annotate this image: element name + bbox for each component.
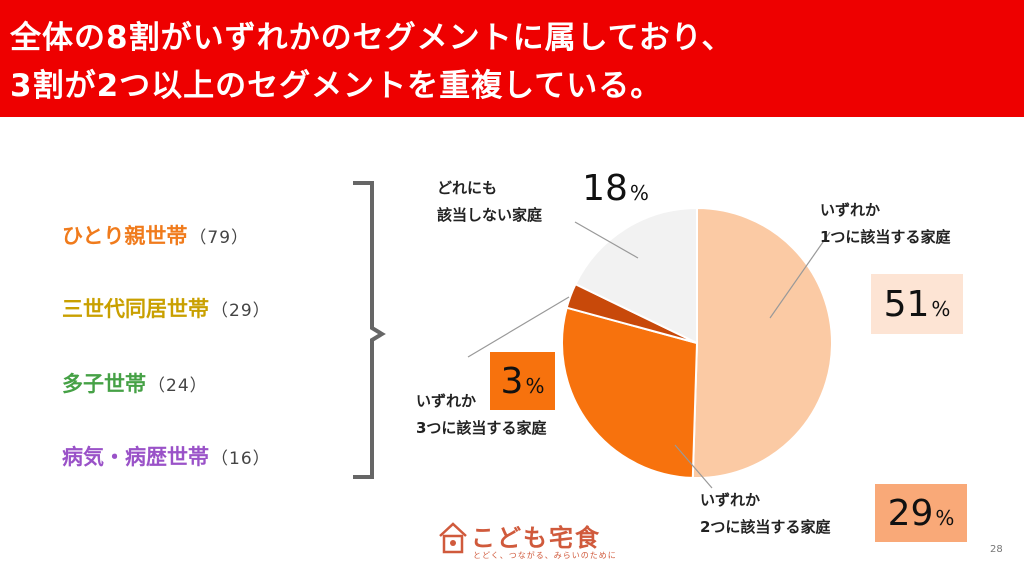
slice-label-one: いずれか 1つに該当する家庭 [820,197,950,251]
slice-label-two: いずれか 2つに該当する家庭 [700,487,830,541]
segment-count: （29） [211,301,271,321]
leader-line-29 [674,444,713,489]
pie-slice-one [691,206,833,479]
house-logo-icon [439,522,467,554]
slice-label-line: 該当しない家庭 [437,206,543,224]
pct-box-three: 3% [490,352,555,410]
segment-count: （79） [189,228,250,248]
bracket-icon [353,181,386,479]
pct-text-none: 18% [573,163,658,213]
pie-slice-none [574,206,698,345]
title-line-2: 3割が2つ以上のセグメントを重複している。 [10,68,663,104]
pct-sign: % [931,297,951,321]
pie-slice-two [561,306,699,479]
segment-many-children: 多子世帯 （24） [62,368,208,398]
pct-value: 29 [887,492,934,534]
pct-sign: % [525,374,545,398]
title-line-1: 全体の8割がいずれかのセグメントに属しており、 [10,20,734,56]
pct-box-two: 29% [875,484,967,542]
segment-count: （24） [148,376,208,396]
logo-tagline: とどく、つながる、みらいのために [473,551,617,560]
page-number: 28 [990,544,1003,555]
leader-line-51 [769,231,831,319]
pct-value: 18 [582,167,628,209]
pct-sign: % [935,506,955,530]
segment-label: 多子世帯 [62,372,146,396]
leader-line-18 [574,221,639,259]
slice-label-line: 3つに該当する家庭 [416,419,547,437]
logo-text: こども宅食 [471,524,601,552]
slice-label-line: いずれか [700,491,761,509]
slice-label-line: 2つに該当する家庭 [700,518,831,536]
slice-label-line: いずれか [820,201,881,219]
slice-label-three: いずれか 3つに該当する家庭 [416,388,546,442]
title-banner: 全体の8割がいずれかのセグメントに属しており、 3割が2つ以上のセグメントを重複… [0,0,1024,117]
leader-line-3 [467,296,570,358]
segment-label: 病気・病歴世帯 [62,445,209,469]
segment-illness: 病気・病歴世帯 （16） [62,441,271,471]
slice-label-line: 1つに該当する家庭 [820,228,951,246]
slice-label-line: どれにも [437,179,498,197]
segment-label: ひとり親世帯 [62,224,188,248]
pct-value: 51 [883,283,930,325]
segment-three-generation: 三世代同居世帯 （29） [62,293,271,323]
pct-sign: % [629,181,649,205]
slice-label-line: いずれか [416,392,477,410]
pct-value: 3 [500,360,524,402]
pct-box-one: 51% [871,274,963,334]
segment-label: 三世代同居世帯 [62,297,209,321]
segment-count: （16） [211,449,271,469]
segment-single-parent: ひとり親世帯 （79） [62,220,249,250]
slice-label-none: どれにも 該当しない家庭 [437,175,542,229]
